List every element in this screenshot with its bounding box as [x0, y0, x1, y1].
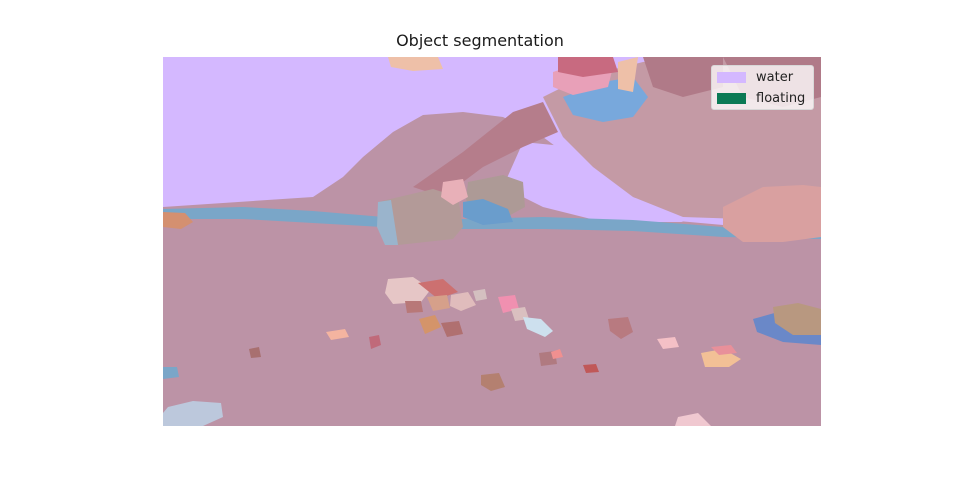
legend-item-floating: floating [717, 91, 805, 106]
debris [441, 321, 463, 337]
debris [583, 364, 599, 373]
segmentation-image [163, 57, 821, 426]
peach-region-top [388, 57, 443, 71]
debris [675, 413, 711, 426]
debris [450, 292, 476, 311]
debris [551, 349, 563, 359]
debris [523, 317, 553, 337]
debris [369, 335, 381, 349]
hand [441, 179, 468, 205]
debris [249, 347, 261, 358]
person-knee [723, 185, 821, 242]
debris [711, 345, 737, 355]
debris [405, 301, 423, 313]
container-blue-part [463, 199, 513, 225]
legend-label: water [756, 70, 794, 85]
debris [498, 295, 519, 313]
legend-swatch-water [717, 72, 746, 83]
debris [418, 279, 458, 299]
peach-strip [618, 57, 638, 92]
debris [473, 289, 487, 301]
bucket-rim [377, 200, 398, 245]
water-region-lower [503, 142, 683, 222]
red-garment [558, 57, 618, 77]
debris [163, 401, 223, 426]
bucket [378, 189, 463, 245]
debris [481, 373, 505, 391]
legend: water floating [711, 65, 814, 110]
debris [419, 315, 441, 334]
debris [773, 303, 821, 335]
figure-title: Object segmentation [396, 31, 564, 50]
legend-item-water: water [717, 70, 793, 85]
legend-label: floating [756, 91, 806, 106]
debris [427, 295, 450, 311]
debris [163, 212, 193, 229]
debris [657, 337, 679, 349]
debris [163, 367, 179, 379]
debris [608, 317, 633, 339]
person-top [643, 57, 723, 97]
person-arm [413, 102, 558, 197]
debris [326, 329, 349, 340]
legend-swatch-floating [717, 93, 746, 104]
